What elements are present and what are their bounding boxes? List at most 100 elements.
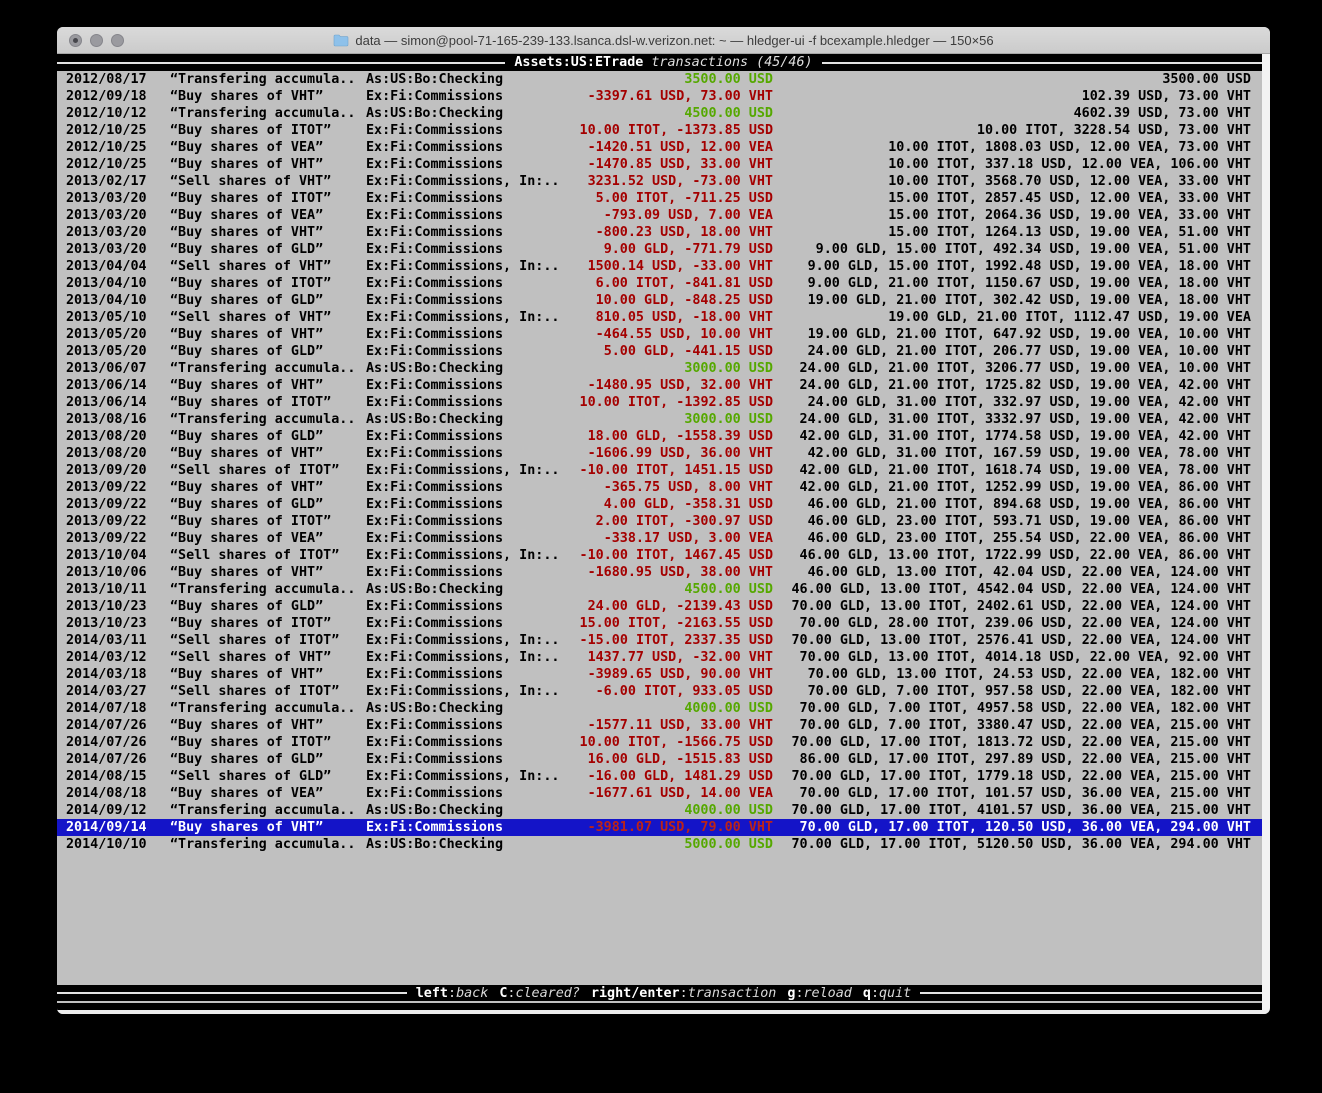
transaction-row[interactable]: 2012/10/12 “Transfering accumula.. As:US… — [57, 105, 1270, 122]
txn-date: 2013/06/14 — [66, 395, 147, 410]
txn-description: “Buy shares of GLD” — [170, 293, 324, 308]
txn-date: 2014/03/12 — [66, 650, 147, 665]
transaction-row[interactable]: 2013/10/11 “Transfering accumula.. As:US… — [57, 581, 1270, 598]
transaction-row[interactable]: 2014/08/15 “Sell shares of GLD” Ex:Fi:Co… — [57, 768, 1270, 785]
txn-date: 2013/09/22 — [66, 480, 147, 495]
txn-running-balance: 10.00 ITOT, 3568.70 USD, 12.00 VEA, 33.0… — [888, 174, 1251, 189]
transaction-row[interactable]: 2014/09/12 “Transfering accumula.. As:US… — [57, 802, 1270, 819]
txn-change-amount: -1680.95 USD, 38.00 VHT — [587, 565, 773, 580]
txn-date: 2014/10/10 — [66, 837, 147, 852]
txn-description: “Transfering accumula.. — [170, 837, 356, 852]
transaction-row[interactable]: 2014/07/26 “Buy shares of GLD” Ex:Fi:Com… — [57, 751, 1270, 768]
transaction-row[interactable]: 2014/07/26 “Buy shares of ITOT” Ex:Fi:Co… — [57, 734, 1270, 751]
transaction-row[interactable]: 2012/08/17 “Transfering accumula.. As:US… — [57, 71, 1270, 88]
txn-description: “Buy shares of GLD” — [170, 497, 324, 512]
txn-running-balance: 70.00 GLD, 17.00 ITOT, 4101.57 USD, 36.0… — [791, 803, 1251, 818]
transaction-row[interactable]: 2013/08/20 “Buy shares of GLD” Ex:Fi:Com… — [57, 428, 1270, 445]
transaction-row[interactable]: 2013/04/10 “Buy shares of ITOT” Ex:Fi:Co… — [57, 275, 1270, 292]
transaction-row[interactable]: 2013/04/10 “Buy shares of GLD” Ex:Fi:Com… — [57, 292, 1270, 309]
txn-other-accounts: Ex:Fi:Commissions — [366, 191, 504, 206]
transaction-row[interactable]: 2013/06/14 “Buy shares of VHT” Ex:Fi:Com… — [57, 377, 1270, 394]
txn-date: 2013/06/07 — [66, 361, 147, 376]
txn-date: 2014/08/15 — [66, 769, 147, 784]
transaction-row[interactable]: 2013/04/04 “Sell shares of VHT” Ex:Fi:Co… — [57, 258, 1270, 275]
transaction-row[interactable]: 2014/03/18 “Buy shares of VHT” Ex:Fi:Com… — [57, 666, 1270, 683]
transaction-row[interactable]: 2013/03/20 “Buy shares of ITOT” Ex:Fi:Co… — [57, 190, 1270, 207]
txn-change-amount: 3500.00 USD — [684, 72, 773, 87]
transaction-row[interactable]: 2013/09/20 “Sell shares of ITOT” Ex:Fi:C… — [57, 462, 1270, 479]
txn-running-balance: 70.00 GLD, 7.00 ITOT, 4957.58 USD, 22.00… — [799, 701, 1251, 716]
transaction-row[interactable]: 2013/09/22 “Buy shares of VHT” Ex:Fi:Com… — [57, 479, 1270, 496]
transaction-row[interactable]: 2014/03/12 “Sell shares of VHT” Ex:Fi:Co… — [57, 649, 1270, 666]
txn-other-accounts: Ex:Fi:Commissions — [366, 225, 504, 240]
txn-other-accounts: As:US:Bo:Checking — [366, 837, 504, 852]
txn-change-amount: 16.00 GLD, -1515.83 USD — [587, 752, 773, 767]
transaction-row[interactable]: 2013/03/20 “Buy shares of VEA” Ex:Fi:Com… — [57, 207, 1270, 224]
window-titlebar[interactable]: data — simon@pool-71-165-239-133.lsanca.… — [57, 27, 1270, 54]
header-label: Assets:US:ETrade transactions (45/46) — [514, 55, 812, 70]
txn-date: 2013/03/20 — [66, 191, 147, 206]
transaction-row[interactable]: 2013/08/20 “Buy shares of VHT” Ex:Fi:Com… — [57, 445, 1270, 462]
transaction-row[interactable]: 2013/10/06 “Buy shares of VHT” Ex:Fi:Com… — [57, 564, 1270, 581]
txn-date: 2013/10/11 — [66, 582, 147, 597]
transaction-row[interactable]: 2012/10/25 “Buy shares of ITOT” Ex:Fi:Co… — [57, 122, 1270, 139]
transaction-row[interactable]: 2013/03/20 “Buy shares of GLD” Ex:Fi:Com… — [57, 241, 1270, 258]
zoom-button[interactable] — [111, 33, 124, 47]
minimize-button[interactable] — [90, 33, 103, 47]
transaction-row[interactable]: 2014/07/18 “Transfering accumula.. As:US… — [57, 700, 1270, 717]
transaction-row[interactable]: 2013/05/20 “Buy shares of VHT” Ex:Fi:Com… — [57, 326, 1270, 343]
transaction-row[interactable]: 2013/06/07 “Transfering accumula.. As:US… — [57, 360, 1270, 377]
txn-change-amount: -10.00 ITOT, 1451.15 USD — [579, 463, 773, 478]
transaction-row[interactable]: 2014/03/11 “Sell shares of ITOT” Ex:Fi:C… — [57, 632, 1270, 649]
txn-change-amount: 1437.77 USD, -32.00 VHT — [587, 650, 773, 665]
txn-description: “Buy shares of VHT” — [170, 89, 324, 104]
transaction-row[interactable]: 2014/08/18 “Buy shares of VEA” Ex:Fi:Com… — [57, 785, 1270, 802]
txn-date: 2013/09/22 — [66, 514, 147, 529]
transaction-row[interactable]: 2013/09/22 “Buy shares of ITOT” Ex:Fi:Co… — [57, 513, 1270, 530]
transaction-row[interactable]: 2014/07/26 “Buy shares of VHT” Ex:Fi:Com… — [57, 717, 1270, 734]
txn-description: “Buy shares of ITOT” — [170, 191, 332, 206]
txn-running-balance: 46.00 GLD, 23.00 ITOT, 255.54 USD, 22.00… — [807, 531, 1251, 546]
terminal-screen: Assets:US:ETrade transactions (45/46) 20… — [57, 54, 1270, 1010]
transaction-row[interactable]: 2014/10/10 “Transfering accumula.. As:US… — [57, 836, 1270, 853]
txn-description: “Transfering accumula.. — [170, 582, 356, 597]
window-title-group: data — simon@pool-71-165-239-133.lsanca.… — [333, 33, 994, 48]
txn-running-balance: 46.00 GLD, 13.00 ITOT, 42.04 USD, 22.00 … — [807, 565, 1251, 580]
transaction-row[interactable]: 2013/10/23 “Buy shares of ITOT” Ex:Fi:Co… — [57, 615, 1270, 632]
txn-change-amount: 4000.00 USD — [684, 803, 773, 818]
transaction-row[interactable]: 2012/10/25 “Buy shares of VHT” Ex:Fi:Com… — [57, 156, 1270, 173]
transaction-row[interactable]: 2013/06/14 “Buy shares of ITOT” Ex:Fi:Co… — [57, 394, 1270, 411]
txn-other-accounts: Ex:Fi:Commissions — [366, 480, 504, 495]
transaction-row[interactable]: 2013/05/20 “Buy shares of GLD” Ex:Fi:Com… — [57, 343, 1270, 360]
transaction-row[interactable]: 2014/09/14 “Buy shares of VHT” Ex:Fi:Com… — [57, 819, 1270, 836]
close-button[interactable] — [69, 33, 82, 47]
txn-date: 2013/08/20 — [66, 446, 147, 461]
txn-running-balance: 24.00 GLD, 31.00 ITOT, 332.97 USD, 19.00… — [807, 395, 1251, 410]
scrollbar-track[interactable] — [1262, 54, 1270, 1010]
header-bar: Assets:US:ETrade transactions (45/46) — [57, 54, 1270, 71]
txn-other-accounts: Ex:Fi:Commissions — [366, 752, 504, 767]
transaction-row[interactable]: 2013/03/20 “Buy shares of VHT” Ex:Fi:Com… — [57, 224, 1270, 241]
transaction-row[interactable]: 2013/05/10 “Sell shares of VHT” Ex:Fi:Co… — [57, 309, 1270, 326]
txn-description: “Transfering accumula.. — [170, 361, 356, 376]
transaction-row[interactable]: 2013/10/04 “Sell shares of ITOT” Ex:Fi:C… — [57, 547, 1270, 564]
txn-date: 2013/09/20 — [66, 463, 147, 478]
transaction-row[interactable]: 2012/10/25 “Buy shares of VEA” Ex:Fi:Com… — [57, 139, 1270, 156]
txn-description: “Buy shares of GLD” — [170, 752, 324, 767]
txn-change-amount: 24.00 GLD, -2139.43 USD — [587, 599, 773, 614]
transaction-row[interactable]: 2013/10/23 “Buy shares of GLD” Ex:Fi:Com… — [57, 598, 1270, 615]
transaction-row[interactable]: 2014/03/27 “Sell shares of ITOT” Ex:Fi:C… — [57, 683, 1270, 700]
transaction-row[interactable]: 2013/09/22 “Buy shares of VEA” Ex:Fi:Com… — [57, 530, 1270, 547]
txn-running-balance: 19.00 GLD, 21.00 ITOT, 647.92 USD, 19.00… — [807, 327, 1251, 342]
txn-change-amount: -793.09 USD, 7.00 VEA — [603, 208, 773, 223]
txn-description: “Transfering accumula.. — [170, 106, 356, 121]
transaction-row[interactable]: 2013/08/16 “Transfering accumula.. As:US… — [57, 411, 1270, 428]
txn-date: 2013/10/06 — [66, 565, 147, 580]
transaction-row[interactable]: 2012/09/18 “Buy shares of VHT” Ex:Fi:Com… — [57, 88, 1270, 105]
txn-date: 2013/10/23 — [66, 616, 147, 631]
transaction-row[interactable]: 2013/09/22 “Buy shares of GLD” Ex:Fi:Com… — [57, 496, 1270, 513]
txn-change-amount: -6.00 ITOT, 933.05 USD — [595, 684, 773, 699]
transaction-row[interactable]: 2013/02/17 “Sell shares of VHT” Ex:Fi:Co… — [57, 173, 1270, 190]
hint-rule-left — [57, 992, 407, 994]
